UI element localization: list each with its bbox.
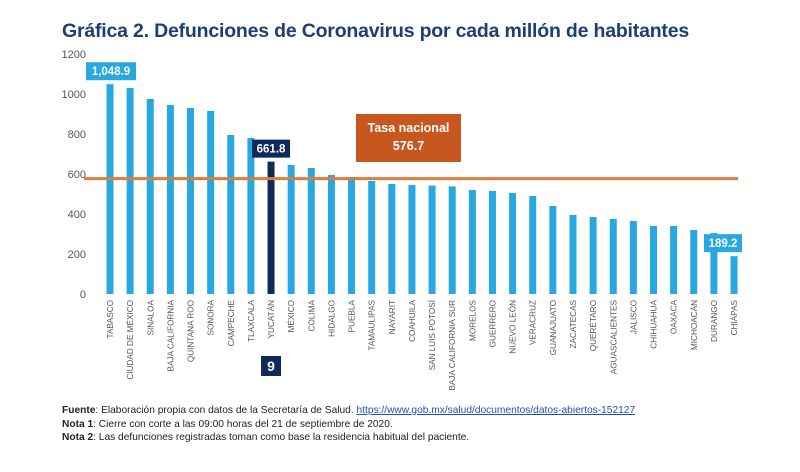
x-tick-label: CHIHUAHUA bbox=[650, 299, 659, 348]
bar bbox=[529, 196, 537, 294]
x-tick-label: MORELOS bbox=[468, 299, 477, 340]
data-label-box bbox=[704, 234, 742, 253]
bar bbox=[267, 161, 275, 294]
y-tick-label: 1200 bbox=[62, 49, 86, 61]
bar bbox=[146, 99, 154, 294]
x-tick-label: DURANGO bbox=[710, 300, 719, 342]
x-tick-label: QUERÉTARO bbox=[588, 300, 598, 351]
x-tick-label: TABASCO bbox=[106, 300, 115, 339]
bar bbox=[307, 168, 315, 294]
source-text: : Elaboración propia con datos de la Sec… bbox=[95, 405, 357, 416]
y-tick-label: 1000 bbox=[62, 89, 86, 101]
x-tick-label: CHIAPAS bbox=[730, 299, 739, 335]
bar bbox=[227, 135, 235, 294]
rank-badge bbox=[261, 356, 282, 376]
bar-chart: 0 200 400 600 800 1000 1200 TABASCO CIUDAD DE MÉ… bbox=[62, 49, 742, 391]
bar bbox=[247, 138, 255, 294]
y-tick-label: 800 bbox=[68, 129, 86, 141]
bar bbox=[650, 226, 658, 294]
x-tick-label: SINALOA bbox=[146, 299, 155, 335]
x-tick-label: COLIMA bbox=[307, 299, 316, 331]
bar bbox=[327, 175, 335, 294]
x-tick-label: HIDALGO bbox=[327, 300, 336, 337]
note-2-text: : Las defunciones registradas toman como… bbox=[93, 432, 470, 443]
bar bbox=[408, 185, 416, 294]
reference-callout-box bbox=[356, 114, 461, 162]
source-label: Fuente bbox=[62, 405, 96, 416]
note-1: Nota 1: Cierre con corte a las 09:00 hor… bbox=[62, 418, 635, 432]
data-label: 189.2 bbox=[709, 238, 738, 250]
y-tick-label: 0 bbox=[80, 289, 86, 301]
bar bbox=[710, 233, 718, 294]
reference-callout-label: Tasa nacional bbox=[368, 121, 450, 135]
x-tick-label: JALISCO bbox=[629, 300, 638, 334]
y-tick-label: 200 bbox=[68, 249, 86, 261]
bar bbox=[388, 184, 396, 294]
bar bbox=[428, 185, 436, 294]
bar bbox=[126, 88, 134, 294]
bar bbox=[488, 191, 496, 294]
x-tick-label: TLAXCALA bbox=[247, 299, 256, 341]
x-tick-label: SAN LUIS POTOSÍ bbox=[427, 299, 437, 370]
bar bbox=[468, 190, 476, 294]
x-tick-label: PUEBLA bbox=[348, 299, 357, 332]
bar bbox=[589, 217, 597, 294]
bar bbox=[187, 108, 195, 294]
bar bbox=[569, 215, 577, 294]
data-label-box bbox=[252, 139, 291, 158]
x-tick-label: BAJA CALIFORNIA SUR bbox=[448, 300, 457, 391]
y-tick-label: 400 bbox=[68, 209, 86, 221]
bar bbox=[287, 165, 295, 294]
bar bbox=[509, 193, 517, 294]
x-tick-label: NUEVO LEÓN bbox=[508, 300, 518, 354]
rank-badge-label: 9 bbox=[267, 358, 275, 374]
bar bbox=[207, 111, 215, 294]
reference-callout-value: 576.7 bbox=[393, 139, 424, 153]
x-tick-label: CIUDAD DE MÉXICO bbox=[125, 300, 135, 380]
bar bbox=[166, 105, 174, 294]
x-tick-label: GUERRERO bbox=[488, 300, 497, 347]
x-tick-label: QUINTANA ROO bbox=[187, 300, 196, 362]
note-2: Nota 2: Las defunciones registradas toma… bbox=[62, 431, 635, 445]
x-tick-label: NAYARIT bbox=[388, 300, 397, 334]
bar bbox=[549, 206, 557, 294]
x-tick-label: MICHOACÁN bbox=[689, 300, 699, 350]
chart-notes: Fuente: Elaboración propia con datos de … bbox=[62, 404, 635, 445]
data-label-box bbox=[86, 62, 136, 81]
source-note: Fuente: Elaboración propia con datos de … bbox=[62, 404, 635, 418]
bar bbox=[730, 256, 738, 294]
note-1-label: Nota 1 bbox=[62, 418, 94, 430]
x-tick-label: YUCATÁN bbox=[266, 300, 276, 339]
x-tick-label: AGUASCALIENTES bbox=[609, 299, 618, 374]
x-tick-label: ZACATECAS bbox=[569, 299, 578, 348]
bar bbox=[609, 219, 617, 294]
chart-title: Gráfica 2. Defunciones de Coronavirus po… bbox=[62, 20, 690, 42]
bar bbox=[368, 181, 376, 294]
bar bbox=[106, 84, 114, 294]
note-2-label: Nota 2 bbox=[62, 432, 94, 443]
bar bbox=[448, 186, 456, 294]
x-tick-label: BAJA CALIFORNIA bbox=[166, 299, 175, 371]
x-tick-label: GUANAJUATO bbox=[549, 300, 558, 355]
source-link[interactable]: https://www.gob.mx/salud/documentos/dato… bbox=[356, 405, 636, 416]
data-label: 1,048.9 bbox=[92, 66, 130, 78]
x-tick-label: CAMPECHE bbox=[227, 299, 236, 346]
y-tick-label: 600 bbox=[68, 169, 86, 181]
bar bbox=[629, 221, 637, 294]
x-tick-label: MÉXICO bbox=[286, 300, 296, 332]
x-tick-label: SONORA bbox=[207, 299, 216, 335]
data-label: 661.8 bbox=[257, 144, 286, 156]
bar bbox=[690, 230, 698, 294]
x-tick-label: OAXACA bbox=[670, 299, 679, 334]
x-tick-label: TAMAULIPAS bbox=[368, 299, 377, 350]
x-tick-label: COAHUILA bbox=[408, 299, 417, 341]
bar bbox=[670, 226, 678, 294]
x-tick-label: VERACRUZ bbox=[529, 300, 538, 345]
note-1-text: : Cierre con corte a las 09:00 horas del… bbox=[93, 418, 393, 430]
bar bbox=[348, 177, 356, 294]
